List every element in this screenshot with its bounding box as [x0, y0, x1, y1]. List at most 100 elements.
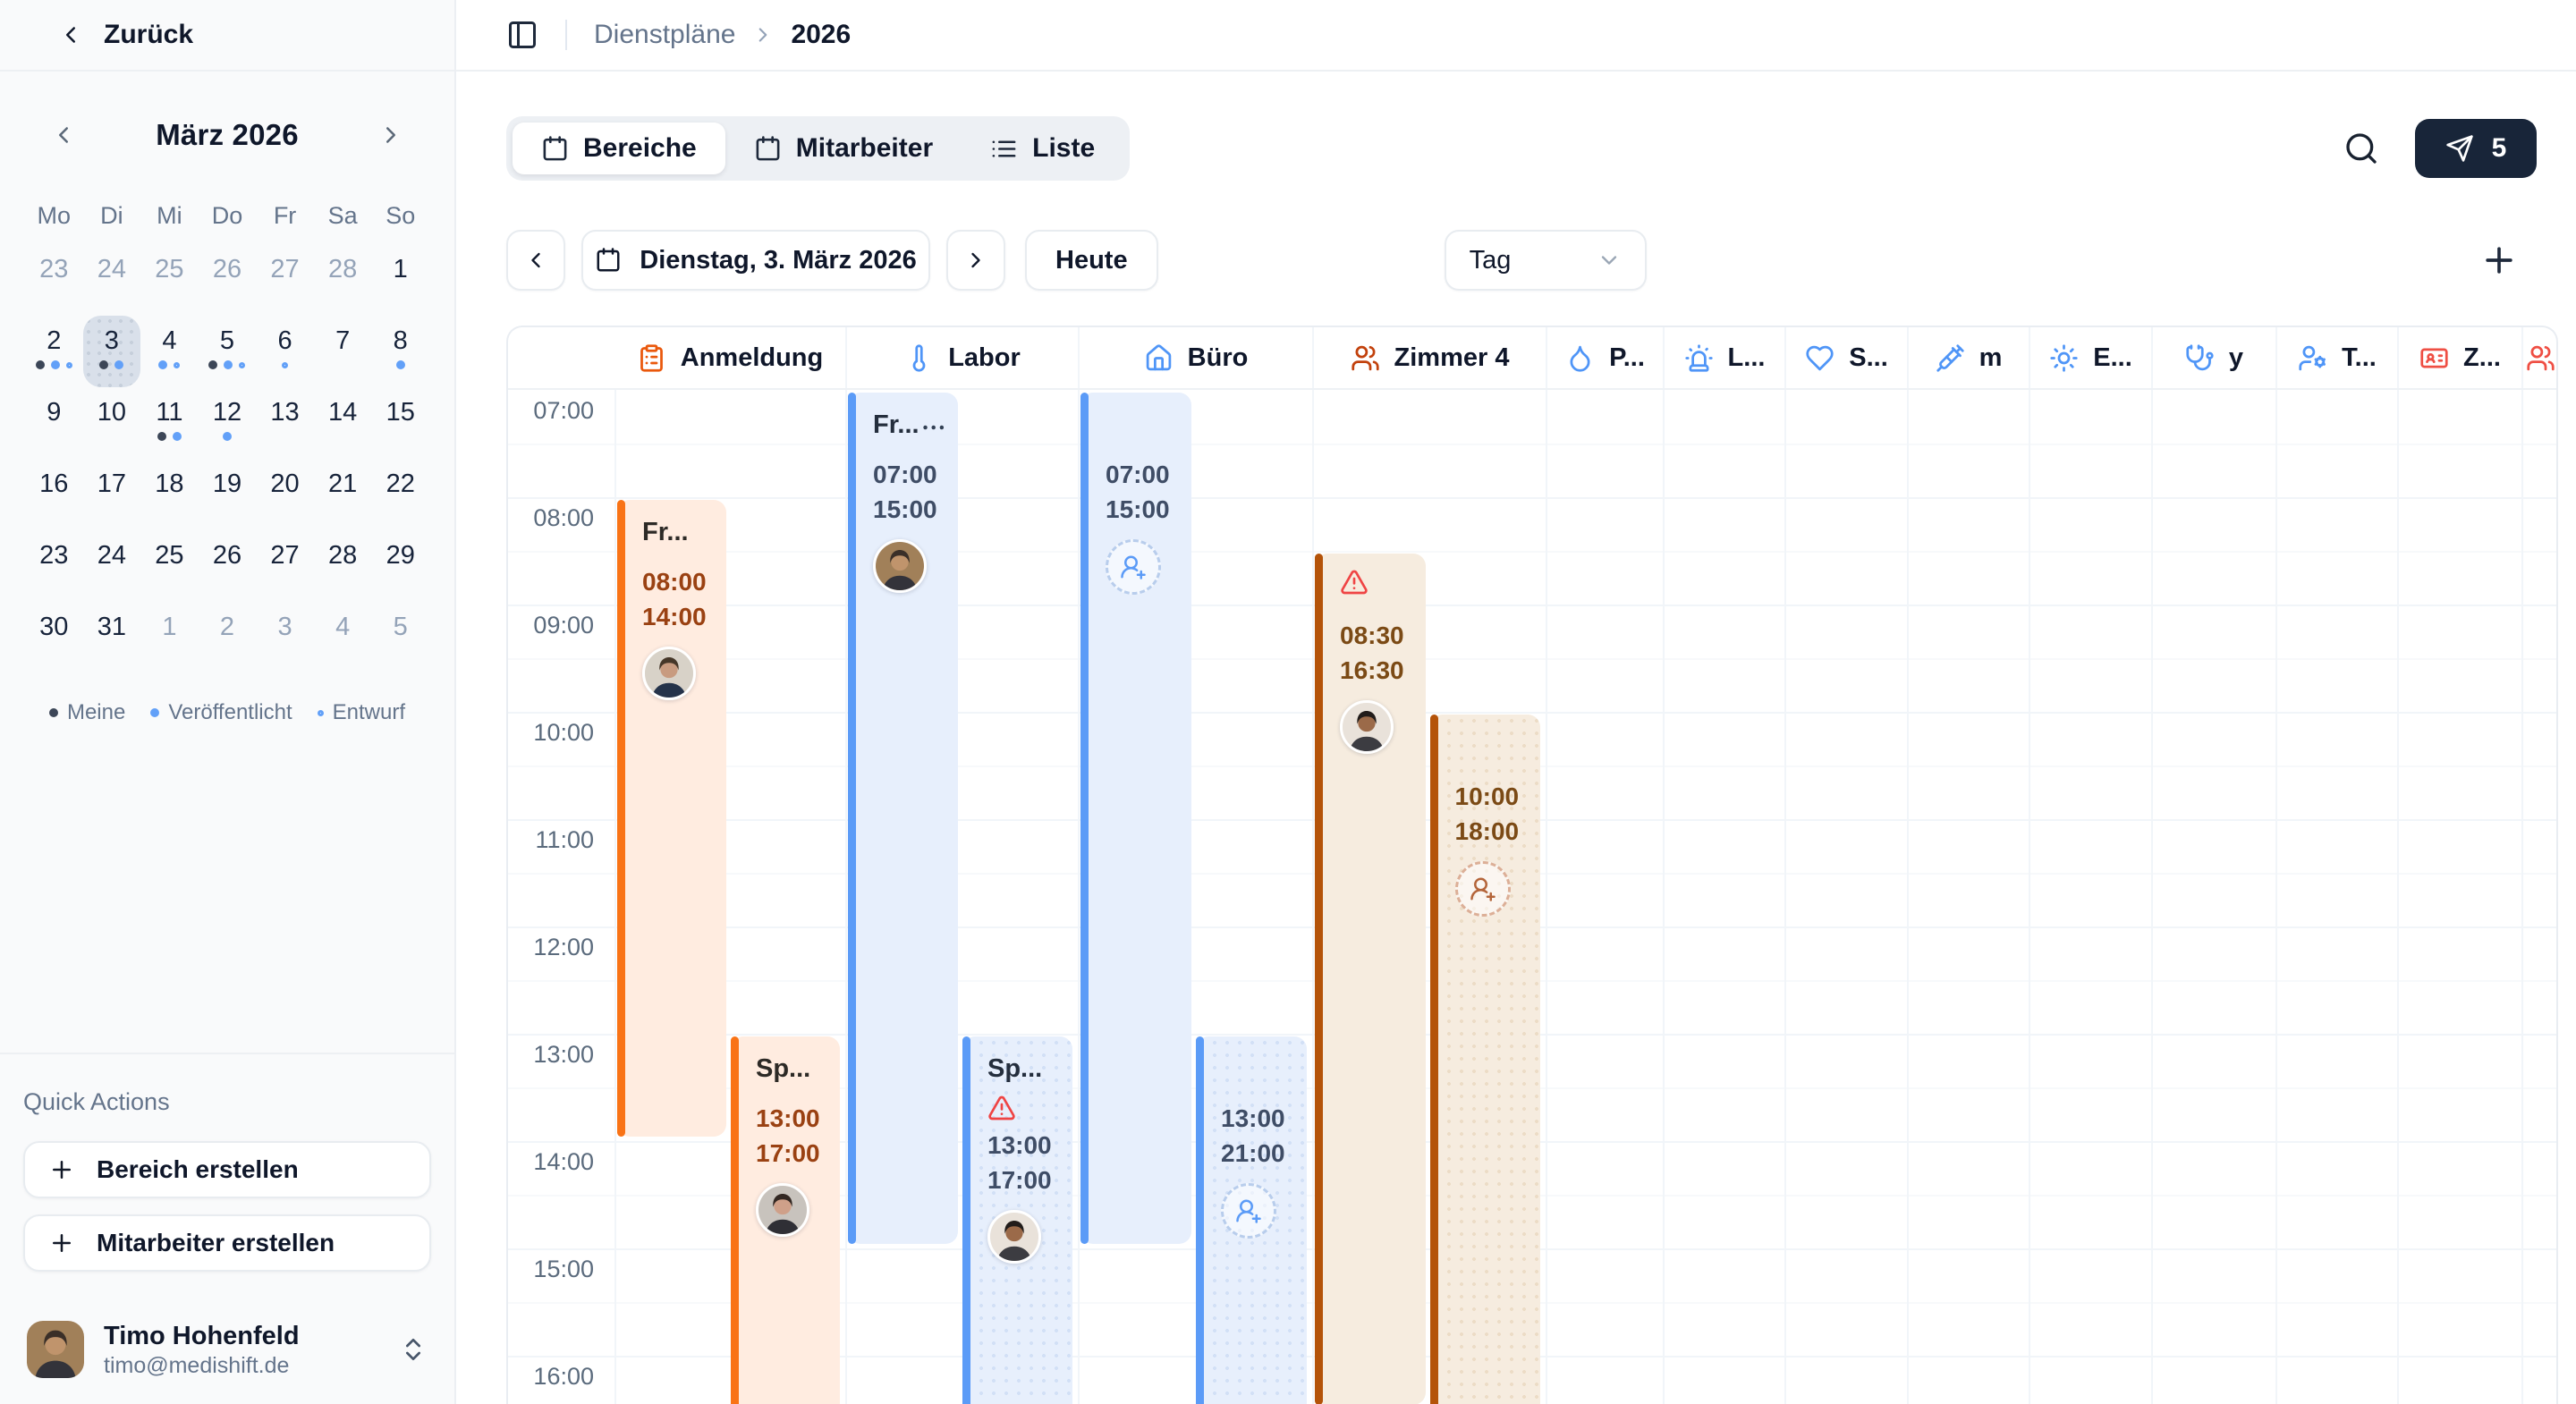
- back-button[interactable]: Zurück: [0, 0, 454, 72]
- quick-action-button-1[interactable]: Mitarbeiter erstellen: [23, 1214, 431, 1272]
- assign-user-placeholder[interactable]: [1106, 539, 1161, 595]
- calendar-day-5[interactable]: 5: [393, 613, 408, 641]
- calendar-day-6[interactable]: 6: [256, 316, 314, 387]
- shift-event[interactable]: Sp... 13:00 17:00: [731, 1036, 840, 1404]
- legend-item: Entwurf: [317, 700, 405, 725]
- calendar-day-25[interactable]: 25: [155, 541, 184, 570]
- calendar-day-16[interactable]: 16: [39, 469, 69, 498]
- quick-action-button-0[interactable]: Bereich erstellen: [23, 1141, 431, 1198]
- column-header-Anmeldung[interactable]: Anmeldung: [614, 327, 845, 388]
- legend-item: Meine: [48, 700, 125, 725]
- column-header-extra[interactable]: [2521, 327, 2556, 388]
- add-shift-button[interactable]: [2479, 241, 2519, 280]
- view-mode-select[interactable]: Tag: [1444, 230, 1647, 291]
- next-day-button[interactable]: [946, 230, 1005, 291]
- column-header-S...[interactable]: S...: [1784, 327, 1907, 388]
- calendar-day-22[interactable]: 22: [386, 469, 415, 498]
- column-header-Z...[interactable]: Z...: [2397, 327, 2521, 388]
- calendar-day-9[interactable]: 9: [47, 398, 62, 427]
- calendar-day-27[interactable]: 27: [270, 541, 300, 570]
- calendar-next-month-button[interactable]: [376, 120, 406, 150]
- calendar-day-2[interactable]: 2: [25, 316, 83, 387]
- calendar-day-14[interactable]: 14: [328, 398, 358, 427]
- prev-day-button[interactable]: [506, 230, 565, 291]
- weekday-label: Mo: [37, 202, 72, 229]
- calendar-day-25[interactable]: 25: [155, 255, 184, 283]
- column-header-y[interactable]: y: [2151, 327, 2275, 388]
- chevron-down-icon: [1597, 248, 1622, 273]
- weekday-header: Mo Di Mi Do Fr Sa So: [25, 202, 429, 230]
- search-icon[interactable]: [2343, 131, 2379, 166]
- calendar-day-28[interactable]: 28: [328, 255, 358, 283]
- tab-mitarbeiter[interactable]: Mitarbeiter: [725, 123, 962, 174]
- column-header-L...[interactable]: L...: [1663, 327, 1784, 388]
- calendar-day-13[interactable]: 13: [270, 398, 300, 427]
- calendar-day-10[interactable]: 10: [97, 398, 126, 427]
- date-picker-button[interactable]: Dienstag, 3. März 2026: [581, 230, 930, 291]
- publish-button[interactable]: 5: [2415, 119, 2537, 178]
- event-title: Fr...: [873, 410, 919, 439]
- clipboard-list-icon: [637, 343, 666, 373]
- column-header-T...[interactable]: T...: [2275, 327, 2397, 388]
- calendar-day-15[interactable]: 15: [386, 398, 415, 427]
- tab-liste[interactable]: Liste: [962, 123, 1123, 174]
- column-header-Zimmer 4[interactable]: Zimmer 4: [1312, 327, 1546, 388]
- user-menu[interactable]: Timo Hohenfeld timo@medishift.de: [0, 1306, 454, 1404]
- calendar-day-17[interactable]: 17: [97, 469, 126, 498]
- plus-icon: [48, 1156, 75, 1183]
- calendar-day-31[interactable]: 31: [97, 613, 126, 641]
- column-header-E...[interactable]: E...: [2029, 327, 2151, 388]
- calendar-day-29[interactable]: 29: [386, 541, 415, 570]
- calendar-day-19[interactable]: 19: [212, 469, 242, 498]
- calendar-day-4[interactable]: 4: [335, 613, 351, 641]
- list-icon: [990, 135, 1018, 163]
- calendar-day-3[interactable]: 3: [277, 613, 292, 641]
- calendar-day-21[interactable]: 21: [328, 469, 358, 498]
- calendar-day-18[interactable]: 18: [155, 469, 184, 498]
- calendar-day-24[interactable]: 24: [97, 541, 126, 570]
- shift-event[interactable]: 08:30 16:30: [1315, 554, 1426, 1404]
- calendar-day-23[interactable]: 23: [39, 541, 69, 570]
- sidebar: Zurück März 2026 Mo Di Mi Do Fr Sa So 23 24 25 26…: [0, 0, 456, 1404]
- column-header-Labor[interactable]: Labor: [845, 327, 1078, 388]
- calendar-day-11[interactable]: 11: [140, 387, 199, 459]
- calendar-day-23[interactable]: 23: [39, 255, 69, 283]
- calendar-day-24[interactable]: 24: [97, 255, 126, 283]
- column-header-P...[interactable]: P...: [1546, 327, 1663, 388]
- weekday-label: Do: [211, 202, 243, 229]
- column-header-Büro[interactable]: Büro: [1078, 327, 1312, 388]
- calendar-day-27[interactable]: 27: [270, 255, 300, 283]
- shift-event[interactable]: Sp... 13:00 17:00: [962, 1036, 1072, 1404]
- column-header-m[interactable]: m: [1907, 327, 2029, 388]
- shift-event[interactable]: 10:00 18:00: [1429, 715, 1540, 1404]
- home-icon: [1144, 343, 1174, 373]
- calendar-day-5[interactable]: 5: [199, 316, 257, 387]
- calendar-day-8[interactable]: 8: [371, 316, 429, 387]
- calendar-prev-month-button[interactable]: [48, 120, 79, 150]
- id-card-icon: [2419, 343, 2449, 373]
- calendar-day-26[interactable]: 26: [212, 541, 242, 570]
- shift-event[interactable]: 13:00 21:00: [1196, 1036, 1307, 1404]
- calendar-day-30[interactable]: 30: [39, 613, 69, 641]
- calendar-day-28[interactable]: 28: [328, 541, 358, 570]
- shift-event[interactable]: Fr... 08:00 14:00: [617, 500, 726, 1137]
- today-button[interactable]: Heute: [1025, 230, 1158, 291]
- calendar-day-2[interactable]: 2: [219, 613, 235, 641]
- sidebar-toggle-icon[interactable]: [506, 19, 538, 51]
- calendar-day-12[interactable]: 12: [199, 387, 257, 459]
- shift-event[interactable]: 07:00 15:00: [1080, 393, 1191, 1244]
- calendar-day-7[interactable]: 7: [335, 326, 351, 355]
- calendar-day-4[interactable]: 4: [140, 316, 199, 387]
- calendar-day-26[interactable]: 26: [212, 255, 242, 283]
- breadcrumb-section[interactable]: Dienstpläne: [594, 20, 736, 49]
- assign-user-placeholder[interactable]: [1454, 861, 1511, 917]
- assign-user-placeholder[interactable]: [1221, 1183, 1276, 1239]
- calendar-day-1[interactable]: 1: [393, 255, 408, 283]
- schedule-grid[interactable]: 07:00 08:00 09:00 10:00 11:00 12:00 13:00 14:00…: [508, 390, 2556, 1404]
- calendar-day-1[interactable]: 1: [162, 613, 177, 641]
- shift-event[interactable]: Fr... 07:00 15:00: [848, 393, 958, 1244]
- event-menu-icon[interactable]: [919, 412, 947, 443]
- calendar-day-20[interactable]: 20: [270, 469, 300, 498]
- calendar-day-3[interactable]: 3: [82, 316, 141, 387]
- tab-bereiche[interactable]: Bereiche: [513, 123, 725, 174]
